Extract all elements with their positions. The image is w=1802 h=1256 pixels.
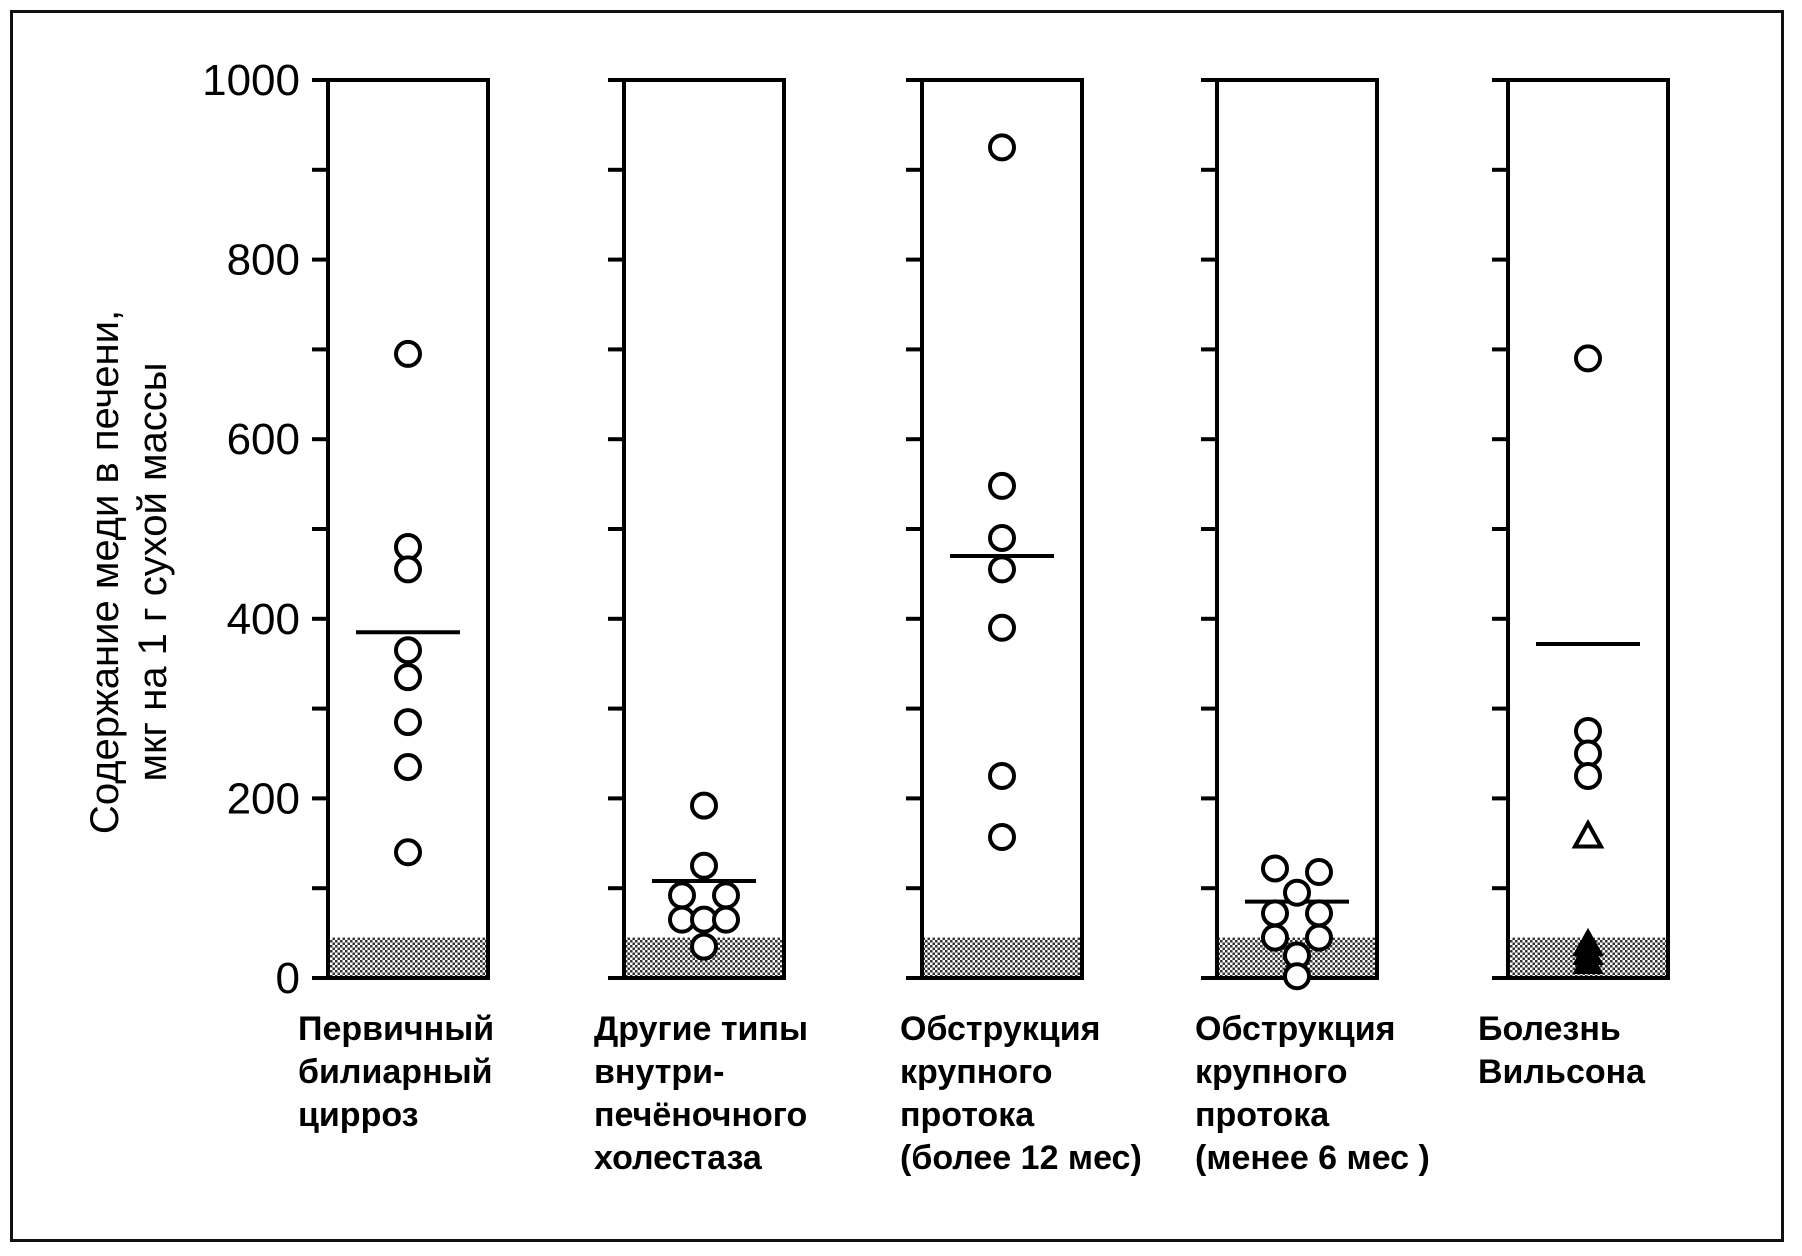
data-point (394, 663, 422, 692)
panel-2 (608, 78, 786, 980)
figure-frame (10, 10, 1784, 1242)
data-point (1574, 717, 1602, 746)
panel-border (622, 78, 786, 980)
data-point (1261, 899, 1289, 928)
data-point (1574, 739, 1602, 768)
data-point (1283, 962, 1311, 991)
y-axis-title: Содержание меди в печени, мкг на 1 г сухо… (83, 310, 175, 834)
data-point (668, 881, 696, 910)
category-label-line: протока (1195, 1096, 1330, 1134)
data-point (1283, 878, 1311, 907)
panel-border (1215, 78, 1379, 980)
panel-4 (1201, 78, 1379, 991)
data-point (690, 932, 718, 961)
data-point (988, 613, 1016, 642)
panel-1 (312, 78, 490, 980)
y-tick-label: 600 (227, 415, 300, 464)
data-point (1305, 899, 1333, 928)
data-point (988, 761, 1016, 790)
category-label-line: Обструкция (900, 1010, 1100, 1048)
category-label-line: (более 12 мес) (900, 1139, 1142, 1177)
data-point (394, 708, 422, 737)
y-tick-label: 1000 (202, 56, 300, 105)
data-point (690, 851, 718, 880)
data-point (394, 636, 422, 665)
data-point (988, 133, 1016, 162)
category-label-line: протока (900, 1096, 1035, 1134)
normal-range-band (922, 937, 1082, 978)
data-point (988, 471, 1016, 500)
category-label-line: Первичный (298, 1010, 494, 1048)
category-label-line: крупного (900, 1053, 1053, 1091)
y-tick-label: 400 (227, 595, 300, 644)
data-point (394, 838, 422, 867)
category-label-line: Другие типы (594, 1010, 808, 1048)
data-point (1574, 761, 1602, 790)
y-axis-title-line-2: мкг на 1 г сухой массы (131, 363, 175, 782)
category-label-line: билиарный (298, 1053, 493, 1091)
data-point (712, 905, 740, 934)
data-point (988, 523, 1016, 552)
category-label-line: внутри- (594, 1053, 724, 1091)
panel-5 (1492, 78, 1670, 980)
data-point (1305, 923, 1333, 952)
panel-3 (906, 78, 1084, 980)
data-point (1261, 854, 1289, 883)
category-label-line: Обструкция (1195, 1010, 1395, 1048)
normal-range-band (328, 937, 488, 978)
category-label-line: печёночного (594, 1096, 807, 1134)
data-point-triangle-open (1571, 818, 1605, 849)
panels (312, 78, 1670, 991)
data-point (394, 752, 422, 781)
category-label-line: Болезнь (1478, 1010, 1621, 1048)
y-tick-label: 0 (276, 954, 300, 1003)
data-point (394, 339, 422, 368)
data-point (712, 881, 740, 910)
data-point (1261, 923, 1289, 952)
category-label-line: цирроз (298, 1096, 419, 1134)
data-point (988, 555, 1016, 584)
y-tick-label: 800 (227, 236, 300, 285)
y-tick-labels: 0 200 400 600 800 1000 (202, 56, 300, 1003)
y-tick-label: 200 (227, 774, 300, 823)
data-point-triangle-filled (1572, 945, 1604, 975)
data-point (1574, 344, 1602, 373)
data-point (394, 532, 422, 561)
data-point (1305, 858, 1333, 887)
category-label-line: Вильсона (1478, 1053, 1646, 1091)
category-label-line: холестаза (594, 1139, 763, 1177)
y-axis-title-line-1: Содержание меди в печени, (83, 310, 127, 834)
data-point (690, 791, 718, 820)
data-point (394, 555, 422, 584)
category-labels: Первичный билиарный цирроз Другие типы внутр… (298, 1010, 1646, 1177)
category-label-line: (менее 6 мес ) (1195, 1139, 1430, 1177)
category-label-line: крупного (1195, 1053, 1348, 1091)
data-point (988, 823, 1016, 852)
